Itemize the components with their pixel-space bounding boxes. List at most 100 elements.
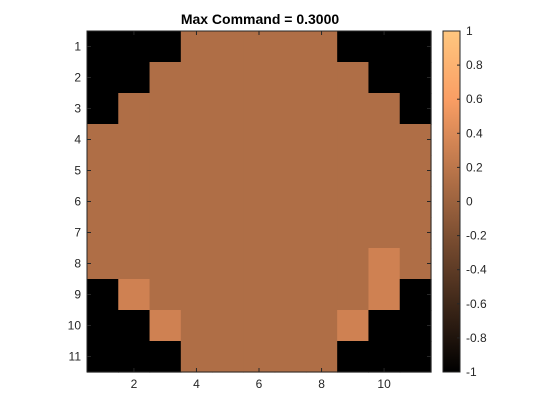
heatmap-cell [180, 93, 213, 125]
heatmap-cell [337, 62, 370, 94]
heatmap-cell [149, 93, 182, 125]
x-tick-label: 10 [377, 377, 391, 391]
heatmap-cell [399, 62, 432, 94]
heatmap-cell [274, 124, 307, 156]
heatmap-cell [149, 279, 182, 311]
heatmap-cell [149, 310, 182, 342]
heatmap-cell [149, 186, 182, 218]
heatmap-cell [87, 217, 119, 249]
heatmap-cell [118, 62, 151, 94]
y-tick-label: 2 [74, 71, 81, 85]
heatmap-cell [368, 310, 401, 342]
y-tick-label: 5 [74, 164, 81, 178]
y-axis: 1 2 3 4 5 6 7 8 9 10 11 [68, 40, 431, 364]
heatmap-cell [212, 248, 244, 280]
colorbar-tick-label: -0.6 [466, 297, 487, 311]
heatmap-cell [212, 310, 244, 342]
heatmap-cell [399, 217, 432, 249]
heatmap-cell [180, 279, 213, 311]
heatmap-cell [368, 93, 401, 125]
heatmap-cell [399, 248, 432, 280]
x-tick-label: 2 [131, 377, 138, 391]
heatmap-cell [243, 93, 276, 125]
heatmap-cell [212, 186, 244, 218]
heatmap-cell [399, 279, 432, 311]
heatmap-cell [180, 248, 213, 280]
x-tick-label: 8 [318, 377, 325, 391]
heatmap-cell [337, 310, 370, 342]
heatmap-cell [243, 62, 276, 94]
y-tick-label: 9 [74, 288, 81, 302]
colorbar-tick-label: 1 [466, 24, 473, 38]
heatmap-cell [180, 155, 213, 187]
heatmap-cell [243, 341, 276, 373]
heatmap-cell [243, 124, 276, 156]
colorbar-tick-label: -1 [466, 365, 477, 379]
heatmap-cell [337, 217, 370, 249]
heatmap-cell [274, 341, 307, 373]
heatmap-cell [274, 93, 307, 125]
heatmap-cell [180, 310, 213, 342]
heatmap-cell [212, 279, 244, 311]
heatmap-cell [180, 186, 213, 218]
heatmap-cell [337, 279, 370, 311]
y-tick-label: 3 [74, 102, 81, 116]
heatmap-cell [118, 155, 151, 187]
heatmap-cell [305, 217, 338, 249]
heatmap-cell [87, 155, 119, 187]
y-tick-label: 4 [74, 133, 81, 147]
heatmap-cell [274, 310, 307, 342]
heatmap-cell [118, 186, 151, 218]
heatmap-cell [212, 155, 244, 187]
heatmap-cell [243, 248, 276, 280]
heatmap-cell [87, 124, 119, 156]
heatmap-cell [118, 93, 151, 125]
heatmap-cell [212, 31, 244, 63]
heatmap-cell [243, 31, 276, 63]
heatmap-cell [118, 341, 151, 373]
heatmap-cell [305, 248, 338, 280]
heatmap-cell [368, 341, 401, 373]
heatmap-cell [368, 124, 401, 156]
heatmap-cell [149, 155, 182, 187]
heatmap-cell [305, 93, 338, 125]
heatmap-cell [118, 217, 151, 249]
heatmap-cell [274, 217, 307, 249]
heatmap-cell [368, 62, 401, 94]
colorbar-tick-label: -0.8 [466, 331, 487, 345]
colorbar-tick-label: 0.2 [466, 160, 483, 174]
heatmap-cell [118, 31, 151, 63]
heatmap-cell [399, 186, 432, 218]
heatmap-cell [399, 155, 432, 187]
heatmap-cell [368, 279, 401, 311]
heatmap-cell [305, 186, 338, 218]
heatmap-cell [149, 31, 182, 63]
chart-title: Max Command = 0.3000 [181, 11, 340, 27]
heatmap-cell [337, 248, 370, 280]
heatmap-cell [87, 248, 119, 280]
heatmap-cell [87, 31, 119, 63]
heatmap-cell [399, 310, 432, 342]
heatmap-cell [180, 341, 213, 373]
heatmap-cell [368, 217, 401, 249]
heatmap-cell [212, 62, 244, 94]
heatmap-cell [118, 124, 151, 156]
heatmap-cell [337, 186, 370, 218]
heatmap-cell [149, 124, 182, 156]
heatmap-cell [399, 31, 432, 63]
colorbar-tick-label: 0.8 [466, 58, 483, 72]
heatmap-cell [118, 310, 151, 342]
heatmap-cell [118, 248, 151, 280]
y-tick-label: 8 [74, 257, 81, 271]
heatmap-cell [399, 124, 432, 156]
heatmap-cell [149, 62, 182, 94]
heatmap-cell [243, 186, 276, 218]
heatmap-cells [87, 31, 432, 373]
x-tick-label: 6 [256, 377, 263, 391]
heatmap-cell [305, 279, 338, 311]
y-tick-label: 11 [69, 350, 82, 364]
heatmap-cell [243, 155, 276, 187]
heatmap-cell [274, 62, 307, 94]
